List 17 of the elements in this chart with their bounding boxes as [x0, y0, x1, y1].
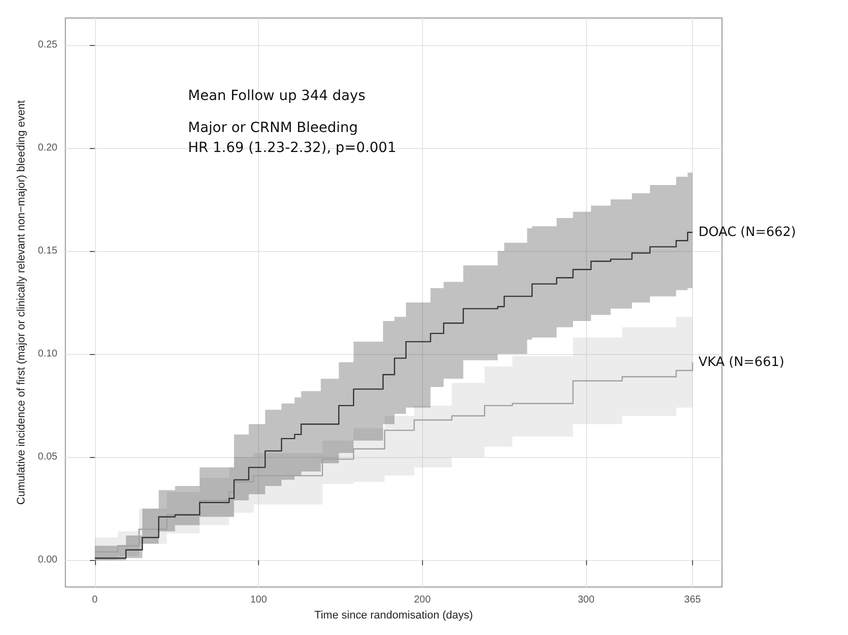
y-tick-label: 0.05 — [38, 452, 58, 463]
y-tick-label: 0.00 — [38, 554, 58, 566]
annotation: Mean Follow up 344 days — [188, 88, 366, 104]
y-tick-label: 0.10 — [38, 348, 58, 360]
y-tick-label: 0.20 — [38, 142, 58, 154]
x-tick-label: 200 — [414, 594, 432, 606]
y-tick-label: 0.25 — [38, 39, 58, 50]
x-axis-title: Time since randomisation (days) — [314, 609, 473, 622]
x-tick-label: 0 — [92, 594, 98, 606]
series-label: VKA (N=661) — [698, 354, 784, 370]
x-tick-label: 100 — [250, 594, 268, 606]
y-axis-title: Cumulative incidence of first (major or clinically relevant non−major) bleeding event — [16, 100, 28, 505]
series-label: DOAC (N=662) — [698, 224, 796, 240]
x-tick-label: 300 — [578, 594, 595, 606]
x-tick-label: 365 — [684, 594, 702, 606]
annotation: Major or CRNM Bleeding HR 1.69 (1.23-2.32), p=0.001 — [188, 120, 396, 156]
y-tick-label: 0.15 — [38, 245, 58, 256]
